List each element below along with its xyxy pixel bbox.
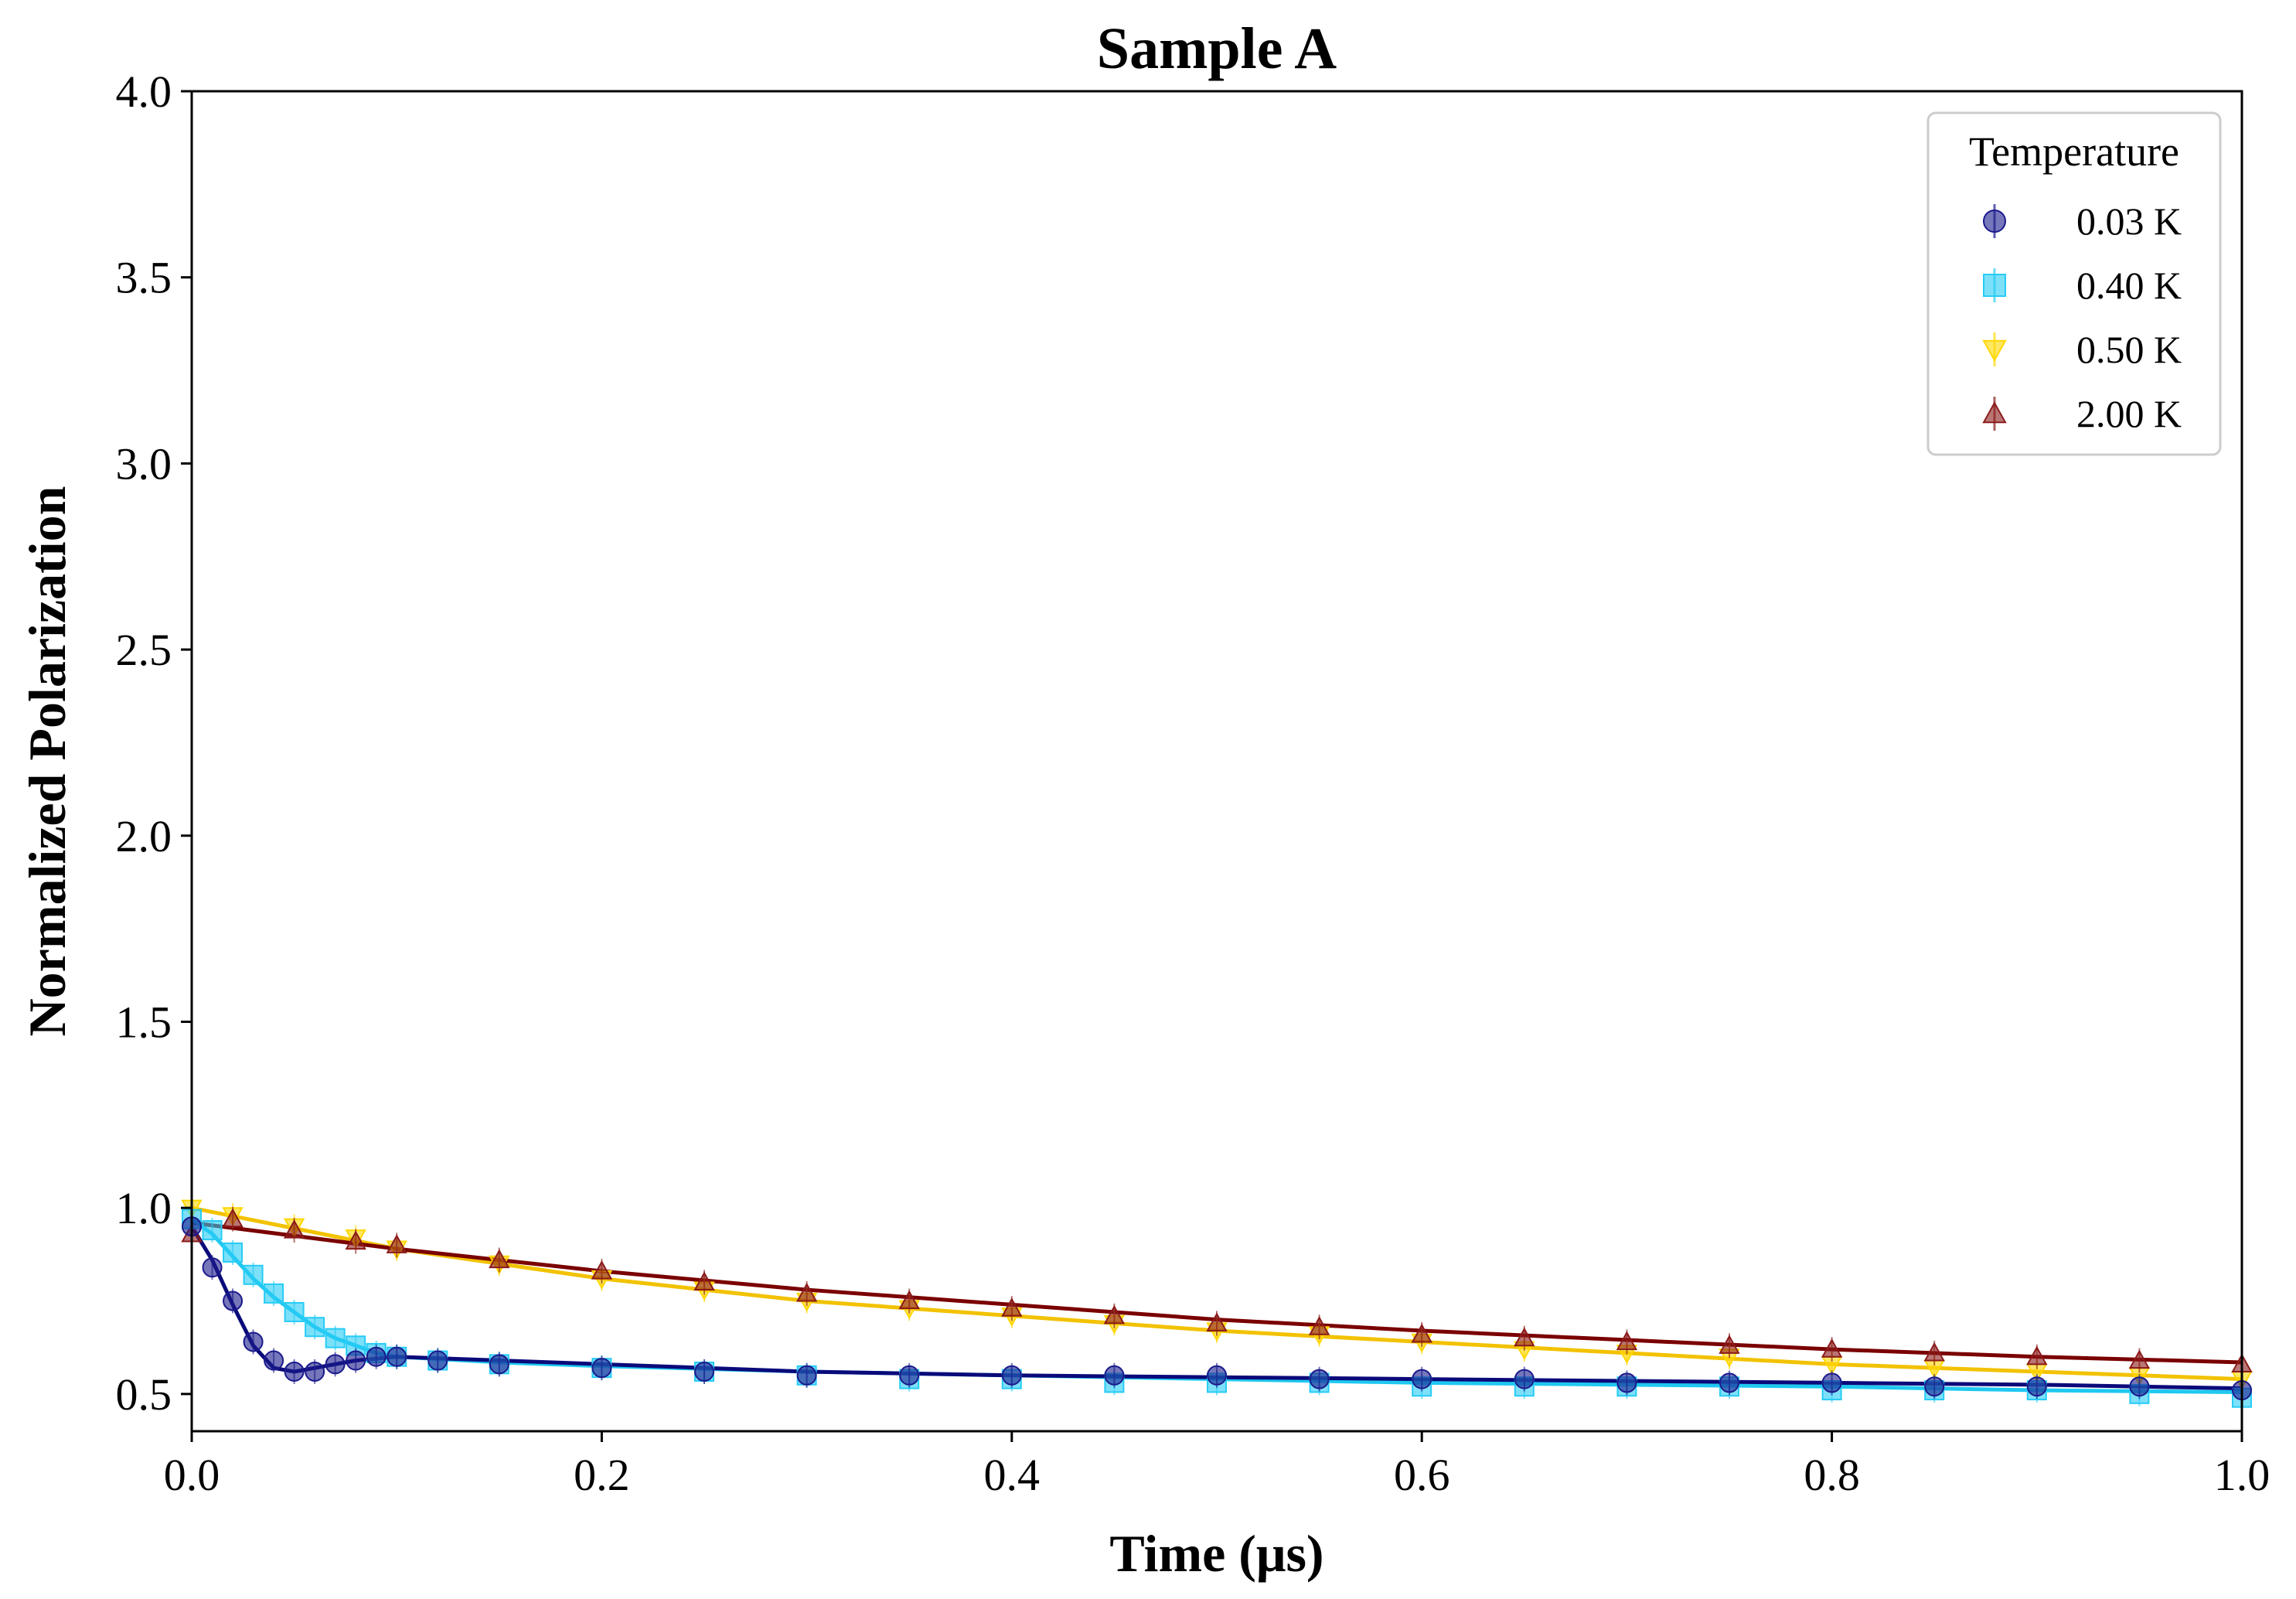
data-markers bbox=[181, 1195, 2253, 1410]
data-point bbox=[1616, 1331, 1638, 1351]
x-tick-label: 0.0 bbox=[164, 1450, 220, 1500]
data-point bbox=[694, 1361, 714, 1382]
plot-frame bbox=[190, 90, 2243, 1433]
legend-marker bbox=[1983, 274, 2006, 297]
data-point bbox=[243, 1264, 264, 1285]
y-tick-label: 3.0 bbox=[116, 438, 172, 489]
x-tick-label: 0.8 bbox=[1804, 1450, 1860, 1500]
data-point bbox=[1206, 1312, 1228, 1331]
data-point bbox=[2128, 1349, 2151, 1369]
data-point bbox=[1821, 1338, 1843, 1358]
legend-label: 0.50 K bbox=[2076, 328, 2182, 371]
data-point bbox=[325, 1354, 346, 1375]
legend-title: Temperature bbox=[1969, 128, 2179, 175]
legend-marker bbox=[1982, 401, 2007, 424]
data-point bbox=[222, 1208, 244, 1228]
x-tick-label: 0.4 bbox=[984, 1450, 1041, 1500]
data-point bbox=[202, 1220, 223, 1241]
y-tick-label: 1.0 bbox=[116, 1183, 172, 1233]
data-point bbox=[1719, 1372, 1739, 1393]
data-point bbox=[1308, 1316, 1330, 1335]
data-point bbox=[795, 1282, 818, 1302]
data-point bbox=[202, 1257, 223, 1278]
data-point bbox=[1207, 1365, 1227, 1386]
data-point bbox=[899, 1365, 920, 1386]
data-point bbox=[1514, 1327, 1535, 1347]
data-point bbox=[223, 1290, 244, 1311]
data-point bbox=[345, 1230, 366, 1250]
chart-title: Sample A bbox=[1097, 16, 1337, 81]
data-point bbox=[2026, 1345, 2048, 1365]
x-tick-label: 0.2 bbox=[574, 1450, 630, 1500]
data-point bbox=[305, 1361, 325, 1382]
y-tick-label: 4.0 bbox=[116, 66, 172, 117]
data-point bbox=[386, 1234, 407, 1253]
data-point bbox=[1411, 1323, 1432, 1343]
data-point bbox=[591, 1358, 612, 1379]
data-point bbox=[1514, 1369, 1535, 1389]
data-point bbox=[693, 1271, 715, 1291]
data-point bbox=[283, 1219, 305, 1239]
data-point bbox=[591, 1260, 613, 1280]
data-point bbox=[489, 1354, 509, 1375]
y-axis-title: Normalized Polarization bbox=[18, 486, 77, 1037]
plot-area bbox=[181, 1195, 2253, 1410]
data-point bbox=[898, 1290, 920, 1310]
data-point bbox=[796, 1365, 817, 1386]
legend-label: 0.40 K bbox=[2076, 264, 2182, 307]
data-point bbox=[346, 1350, 366, 1371]
data-point bbox=[305, 1317, 325, 1338]
data-point bbox=[1923, 1342, 1945, 1362]
data-point bbox=[1104, 1365, 1125, 1386]
data-point bbox=[1309, 1369, 1330, 1389]
y-tick-label: 0.5 bbox=[116, 1369, 172, 1420]
data-point bbox=[2026, 1376, 2047, 1397]
legend-label: 2.00 K bbox=[2076, 392, 2182, 435]
data-point bbox=[2129, 1376, 2150, 1397]
x-axis-ticks: 0.0 0.2 0.4 0.6 0.8 1.0 bbox=[164, 1431, 2270, 1500]
data-point bbox=[1001, 1297, 1023, 1317]
data-point bbox=[1924, 1376, 1945, 1397]
x-tick-label: 0.6 bbox=[1394, 1450, 1450, 1500]
x-tick-label: 1.0 bbox=[2214, 1450, 2270, 1500]
data-point bbox=[284, 1361, 305, 1382]
data-point bbox=[264, 1283, 284, 1304]
data-point bbox=[1001, 1365, 1022, 1386]
x-axis-title: Time (μs) bbox=[1109, 1524, 1323, 1583]
data-point bbox=[284, 1301, 305, 1322]
data-point bbox=[366, 1346, 387, 1367]
data-point bbox=[428, 1350, 448, 1371]
legend-label: 0.03 K bbox=[2076, 199, 2182, 243]
data-point bbox=[1821, 1372, 1842, 1393]
y-axis-ticks: 0.5 1.0 1.5 2.0 2.5 3.0 3.5 4.0 bbox=[116, 66, 192, 1420]
data-point bbox=[1412, 1369, 1432, 1389]
data-point bbox=[1719, 1335, 1740, 1354]
data-point bbox=[1616, 1372, 1637, 1393]
legend-box bbox=[1926, 111, 2222, 456]
legend-marker bbox=[1983, 210, 2006, 233]
data-point bbox=[1103, 1304, 1126, 1325]
y-tick-label: 2.5 bbox=[116, 625, 172, 675]
y-tick-label: 1.5 bbox=[116, 997, 172, 1047]
data-point bbox=[264, 1350, 284, 1371]
legend: Temperature 0.03 K 0.40 K 0.50 K 2.00 K bbox=[1926, 111, 2222, 456]
y-tick-label: 2.0 bbox=[116, 811, 172, 861]
legend-items: 0.03 K 0.40 K 0.50 K 2.00 K bbox=[1982, 199, 2182, 435]
data-point bbox=[223, 1242, 244, 1263]
data-point bbox=[325, 1328, 346, 1348]
data-point bbox=[243, 1331, 264, 1352]
data-point bbox=[387, 1346, 407, 1367]
legend-marker bbox=[1982, 339, 2007, 363]
data-point bbox=[489, 1249, 510, 1269]
y-tick-label: 3.5 bbox=[116, 253, 172, 303]
